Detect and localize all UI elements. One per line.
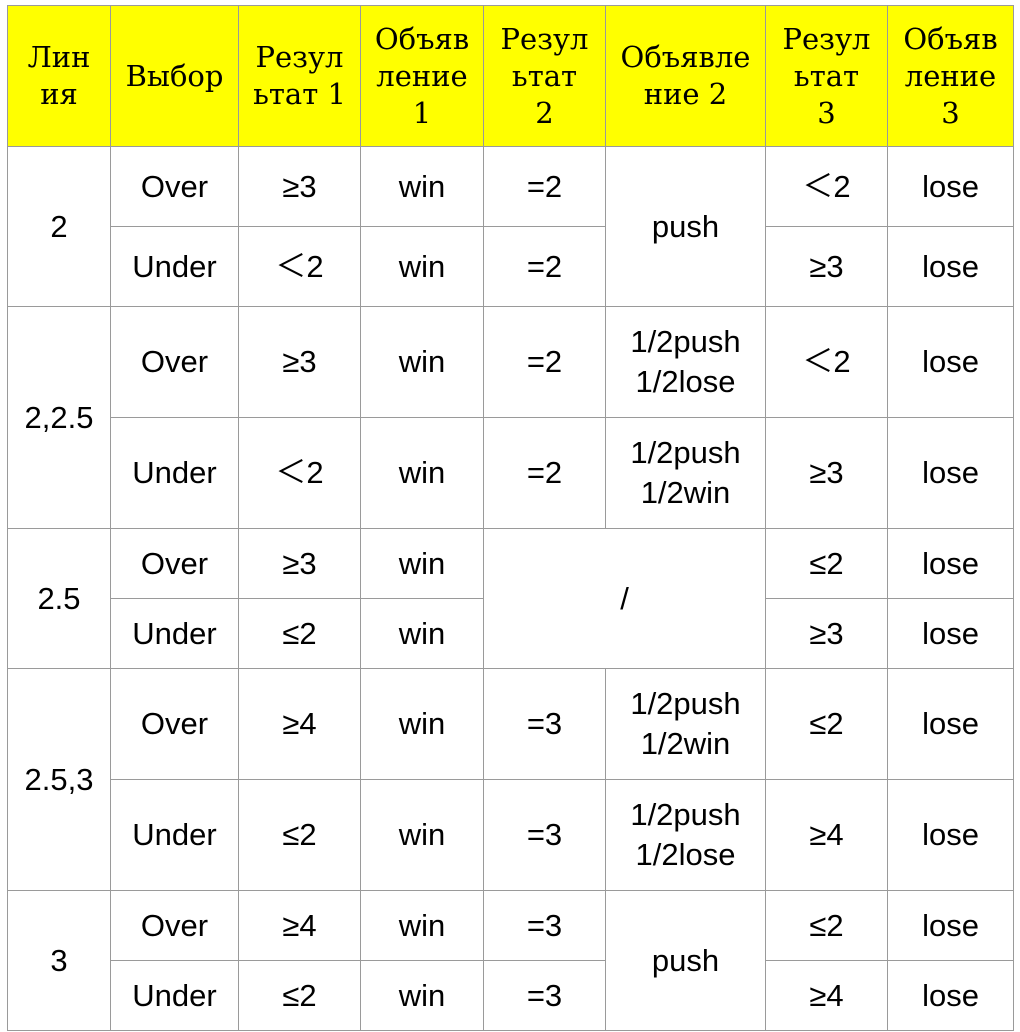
announcement3-cell: lose [887,779,1014,891]
announcement3-cell: lose [887,890,1014,961]
result2-cell: =3 [483,890,606,961]
choice-cell: Over [110,528,239,599]
choice-cell: Under [110,598,239,669]
line-cell: 2 [7,146,111,307]
result1-cell: ≥4 [238,890,361,961]
result2-cell: =2 [483,306,606,418]
announcement1-cell: win [360,306,484,418]
result1-cell: ＜2 [238,417,361,529]
announcement2-cell: push [605,146,766,307]
result2-announcement2-merged-cell: / [483,528,766,669]
announcement3-cell: lose [887,146,1014,227]
header-choice: Выбор [110,5,239,147]
result1-cell: ≥3 [238,528,361,599]
choice-cell: Under [110,417,239,529]
table-row: 2.5 Over ≥3 win / ≤2 lose [7,528,1014,669]
result1-cell: ≥3 [238,306,361,418]
line-cell: 3 [7,890,111,1031]
announcement3-cell: lose [887,668,1014,780]
line-cell: 2,2.5 [7,306,111,529]
announcement3-cell: lose [887,528,1014,599]
table-row: Under ＜2 win =2 ≥3 lose [8,226,1014,307]
result1-cell: ≤2 [238,779,361,891]
announcement1-cell: win [360,226,484,307]
result3-cell: ≤2 [765,890,888,961]
result2-cell: =2 [483,417,606,529]
result3-cell: ＜2 [765,306,888,418]
choice-cell: Under [110,226,239,307]
header-announcement-1: Объяв ление 1 [360,5,484,147]
result1-cell: ≤2 [238,960,361,1031]
announcement1-cell: win [360,890,484,961]
line-cell: 2.5,3 [7,668,111,891]
result2-cell: =2 [483,226,606,307]
line-cell: 2.5 [7,528,111,669]
result1-cell: ≥4 [238,668,361,780]
table-row: 2,2.5 Over ≥3 win =2 1/2push 1/2lose ＜2 … [7,306,1014,529]
announcement1-cell: win [360,598,484,669]
header-result-3: Резул ьтат 3 [765,5,888,147]
announcement2-cell: 1/2push 1/2lose [605,779,766,891]
table-row: 2.5,3 Over ≥4 win =3 1/2push 1/2win ≤2 l… [7,668,1014,891]
header-line: Лин ия [7,5,111,147]
choice-cell: Over [110,306,239,418]
announcement1-cell: win [360,960,484,1031]
result3-cell: ＜2 [765,146,888,227]
table-row: 3 Over ≥4 win =3 push ≤2 lose [7,890,1014,1031]
bet-rules-table: Лин ия Выбор Резул ьтат 1 Объяв ление 1 … [7,5,1014,1031]
announcement3-cell: lose [887,306,1014,418]
result3-cell: ≥3 [765,417,888,529]
announcement2-cell: 1/2push 1/2win [605,668,766,780]
bet-table-container: Лин ия Выбор Резул ьтат 1 Объяв ление 1 … [7,5,1014,1031]
result1-cell: ＜2 [238,226,361,307]
header-row: Лин ия Выбор Резул ьтат 1 Объяв ление 1 … [7,5,1014,147]
choice-cell: Under [110,779,239,891]
result2-cell: =3 [483,960,606,1031]
choice-cell: Over [110,668,239,780]
result3-cell: ≤2 [765,528,888,599]
table-row: Under ＜2 win =2 1/2push 1/2win ≥3 lose [8,417,1014,529]
announcement2-cell: push [605,890,766,1031]
announcement1-cell: win [360,146,484,227]
header-announcement-2: Объявле ние 2 [605,5,766,147]
header-result-2: Резул ьтат 2 [483,5,606,147]
announcement1-cell: win [360,528,484,599]
result3-cell: ≥3 [765,598,888,669]
choice-cell: Under [110,960,239,1031]
announcement2-cell: 1/2push 1/2lose [605,306,766,418]
result3-cell: ≤2 [765,668,888,780]
table-row: Under ≤2 win =3 1/2push 1/2lose ≥4 lose [8,779,1014,891]
result3-cell: ≥3 [765,226,888,307]
announcement1-cell: win [360,417,484,529]
announcement1-cell: win [360,668,484,780]
result2-cell: =3 [483,668,606,780]
table-row: 2 Over ≥3 win =2 push ＜2 lose [7,146,1014,307]
result1-cell: ≤2 [238,598,361,669]
choice-cell: Over [110,890,239,961]
header-result-1: Резул ьтат 1 [238,5,361,147]
choice-cell: Over [110,146,239,227]
table-row: Under ≤2 win =3 ≥4 lose [8,960,1014,1031]
result2-cell: =3 [483,779,606,891]
announcement3-cell: lose [887,417,1014,529]
announcement2-cell: 1/2push 1/2win [605,417,766,529]
announcement3-cell: lose [887,598,1014,669]
result3-cell: ≥4 [765,779,888,891]
result1-cell: ≥3 [238,146,361,227]
announcement3-cell: lose [887,226,1014,307]
result3-cell: ≥4 [765,960,888,1031]
result2-cell: =2 [483,146,606,227]
announcement3-cell: lose [887,960,1014,1031]
header-announcement-3: Объяв ление 3 [887,5,1014,147]
announcement1-cell: win [360,779,484,891]
